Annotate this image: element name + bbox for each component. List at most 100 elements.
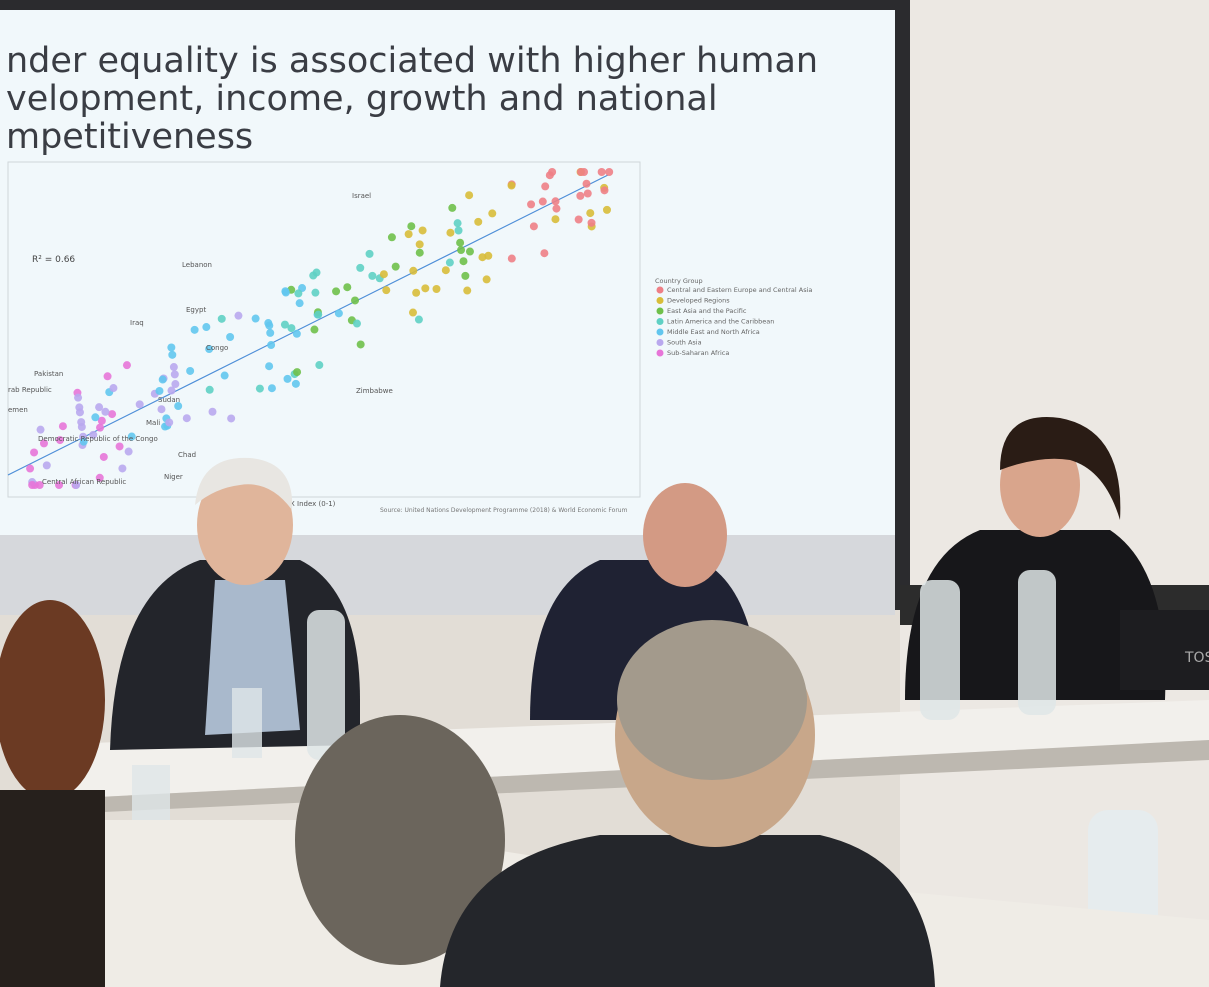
- dot: [456, 239, 464, 247]
- dot: [583, 180, 591, 188]
- slide-title: nder equality is associated with higher …: [6, 41, 818, 81]
- point-label: Israel: [352, 192, 371, 200]
- dot: [26, 465, 34, 473]
- dot: [463, 287, 471, 295]
- legend-label: Middle East and North Africa: [667, 328, 760, 336]
- legend-label: Latin America and the Caribbean: [667, 318, 774, 326]
- dot: [311, 289, 319, 297]
- legend-label: Sub-Saharan Africa: [667, 349, 729, 357]
- dot: [448, 204, 456, 212]
- dot: [252, 315, 260, 323]
- legend-label: Developed Regions: [667, 297, 730, 305]
- dot: [335, 309, 343, 317]
- bottle: [920, 580, 960, 720]
- dot: [459, 257, 467, 265]
- dot: [118, 464, 126, 472]
- dot: [159, 376, 167, 384]
- dot: [123, 361, 131, 369]
- dot: [256, 385, 264, 393]
- dot: [380, 270, 388, 278]
- dot: [28, 481, 36, 489]
- legend-swatch: [657, 318, 664, 325]
- dot: [432, 285, 440, 293]
- glass: [232, 688, 262, 758]
- dot: [202, 323, 210, 331]
- dot: [100, 453, 108, 461]
- dot: [265, 362, 273, 370]
- dot: [170, 363, 178, 371]
- dot: [268, 384, 276, 392]
- point-label: Chad: [178, 451, 196, 459]
- point-label: Lebanon: [182, 261, 212, 269]
- dot: [171, 370, 179, 378]
- dot: [101, 408, 109, 416]
- dot: [575, 215, 583, 223]
- dot: [508, 182, 516, 190]
- dot: [541, 182, 549, 190]
- dot: [168, 351, 176, 359]
- dot: [186, 367, 194, 375]
- dot: [356, 264, 364, 272]
- legend-title: Country Group: [655, 277, 703, 285]
- dot: [407, 222, 415, 230]
- dot: [508, 255, 516, 263]
- dot: [483, 275, 491, 283]
- legend-swatch: [657, 329, 664, 336]
- dot: [552, 205, 560, 213]
- dot: [227, 414, 235, 422]
- dot: [226, 333, 234, 341]
- dot: [551, 215, 559, 223]
- dot: [586, 209, 594, 217]
- dot: [478, 253, 486, 261]
- dot: [548, 168, 556, 176]
- dot: [315, 361, 323, 369]
- dot: [603, 206, 611, 214]
- dot: [171, 380, 179, 388]
- legend-label: South Asia: [667, 339, 702, 347]
- bottle: [307, 610, 345, 760]
- dot: [96, 424, 104, 432]
- screen-lower: [0, 535, 895, 615]
- dot: [392, 263, 400, 271]
- bottle: [1018, 570, 1056, 715]
- legend-swatch: [657, 308, 664, 315]
- dot: [183, 414, 191, 422]
- dot: [488, 209, 496, 217]
- dot: [409, 309, 417, 317]
- dot: [412, 289, 420, 297]
- dot: [421, 284, 429, 292]
- point-label: Sudan: [158, 396, 180, 404]
- slide-title: velopment, income, growth and national: [6, 79, 718, 119]
- dot: [539, 198, 547, 206]
- dot: [155, 387, 163, 395]
- dot: [293, 330, 301, 338]
- dot: [416, 249, 424, 257]
- dot: [284, 375, 292, 383]
- dot: [419, 226, 427, 234]
- dot: [221, 372, 229, 380]
- dot: [405, 230, 413, 238]
- dot: [527, 200, 535, 208]
- dot: [466, 248, 474, 256]
- dot: [206, 386, 214, 394]
- dot: [416, 240, 424, 248]
- dot: [442, 266, 450, 274]
- dot: [209, 408, 217, 416]
- legend-label: Central and Eastern Europe and Central A…: [667, 286, 812, 294]
- photo: nder equality is associated with higher …: [0, 0, 1209, 987]
- dot: [234, 312, 242, 320]
- dot: [293, 368, 301, 376]
- audience-left: [0, 790, 105, 987]
- dot: [600, 186, 608, 194]
- dot: [474, 218, 482, 226]
- dot: [59, 422, 67, 430]
- dot: [167, 343, 175, 351]
- legend-label: East Asia and the Pacific: [667, 307, 747, 315]
- dot: [76, 408, 84, 416]
- dot: [74, 394, 82, 402]
- dot: [266, 329, 274, 337]
- dot: [454, 219, 462, 227]
- dot: [91, 413, 99, 421]
- legend-swatch: [657, 339, 664, 346]
- dot: [265, 322, 273, 330]
